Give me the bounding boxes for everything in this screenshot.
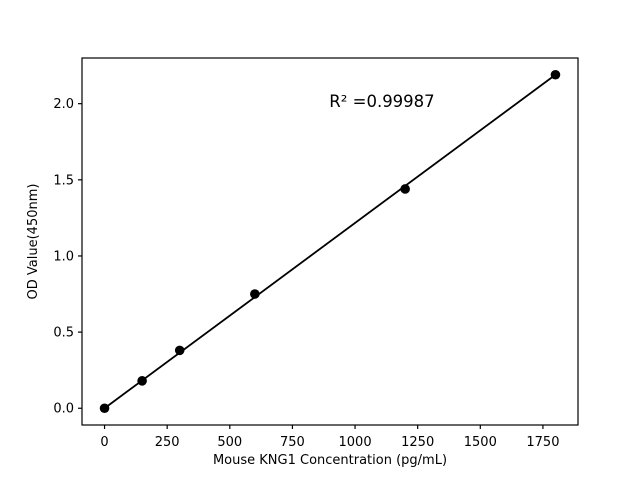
y-axis-label: OD Value(450nm) [26, 184, 41, 300]
r-squared-annotation: R² =0.99987 [329, 92, 434, 111]
data-point [250, 289, 260, 299]
data-point [137, 376, 147, 386]
y-tick-label: 0.0 [53, 402, 74, 417]
x-tick-label: 1750 [526, 435, 559, 450]
y-tick-label: 0.5 [53, 326, 74, 341]
x-axis-ticks: 0 250 500 750 1000 1250 1500 1750 [100, 425, 559, 450]
x-tick-label: 0 [100, 435, 108, 450]
data-point [174, 345, 185, 356]
y-tick-label: 1.0 [53, 249, 74, 264]
x-tick-label: 750 [280, 435, 305, 450]
x-tick-label: 250 [155, 435, 180, 450]
x-tick-label: 1000 [339, 435, 372, 450]
y-tick-label: 2.0 [53, 97, 74, 112]
data-point [400, 184, 410, 194]
x-tick-label: 500 [217, 435, 242, 450]
data-point [550, 69, 561, 80]
data-series [99, 69, 561, 414]
fit-line [104, 74, 556, 409]
y-axis-ticks: 0.0 0.5 1.0 1.5 2.0 [53, 97, 82, 417]
y-tick-label: 1.5 [53, 173, 74, 188]
x-axis-label: Mouse KNG1 Concentration (pg/mL) [213, 453, 447, 468]
x-tick-label: 1250 [401, 435, 434, 450]
data-point [99, 403, 110, 414]
plot-border [81, 57, 579, 426]
x-tick-label: 1500 [464, 435, 497, 450]
